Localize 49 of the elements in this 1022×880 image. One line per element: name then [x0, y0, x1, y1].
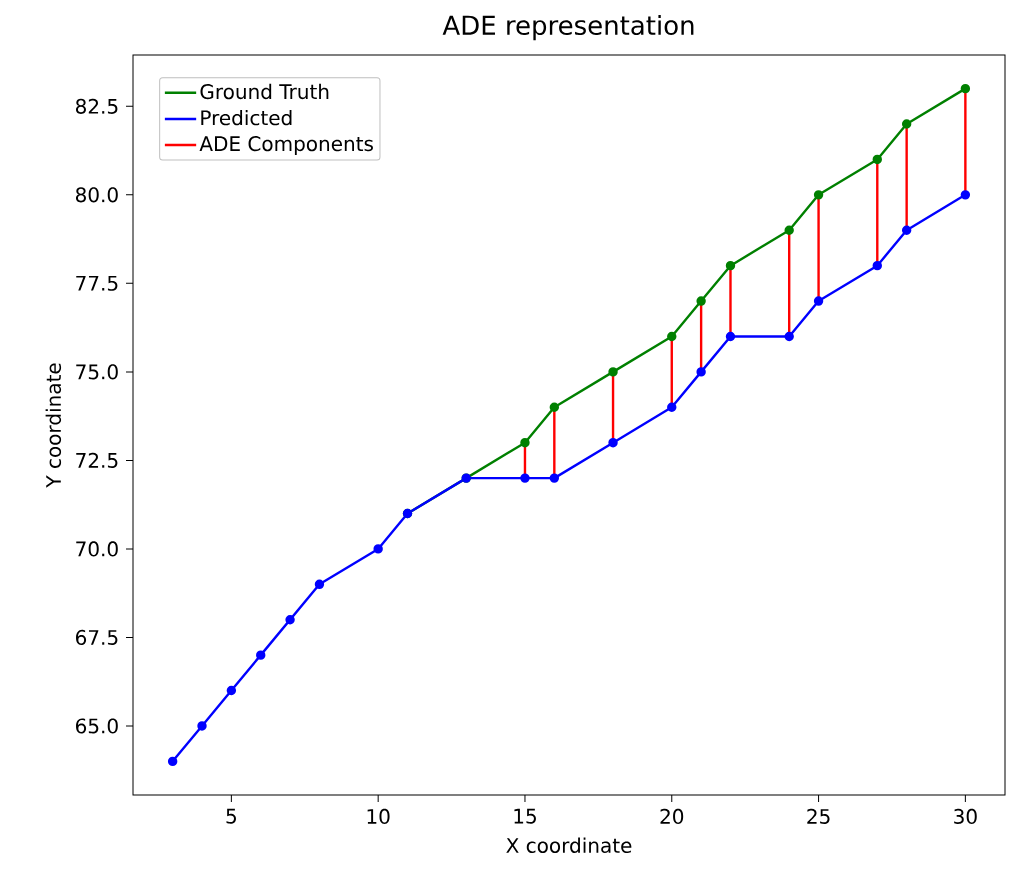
point: [256, 650, 266, 660]
x-tick-label: 30: [954, 808, 977, 824]
point: [960, 83, 971, 94]
y-tick-label: 75.0: [76, 364, 118, 380]
point: [901, 119, 912, 129]
point: [520, 473, 530, 483]
point: [520, 437, 530, 448]
legend-label: Ground Truth: [200, 83, 329, 100]
point: [872, 154, 882, 165]
y-tick-label: 82.5: [75, 98, 118, 114]
point: [667, 331, 677, 342]
y-tick-label: 65.0: [76, 718, 118, 734]
point: [373, 544, 383, 554]
point: [784, 225, 794, 235]
x-tick-label: 15: [514, 808, 536, 824]
point: [549, 473, 560, 483]
y-tick-label: 72.5: [76, 452, 118, 468]
x-axis-title: X coordinate: [506, 837, 632, 853]
point: [285, 615, 295, 625]
point: [197, 721, 207, 731]
legend-label: Predicted: [201, 109, 292, 126]
legend-label: ADE Components: [199, 136, 373, 156]
point: [549, 402, 560, 412]
y-tick-label: 70.0: [76, 541, 118, 557]
chart-title: ADE representation: [442, 14, 694, 41]
point: [167, 756, 178, 767]
y-tick-label: 77.5: [76, 275, 118, 291]
point: [872, 260, 882, 271]
point: [901, 225, 912, 235]
point: [696, 296, 706, 306]
x-tick-label: 25: [807, 808, 830, 824]
y-tick-label: 80.0: [75, 187, 118, 203]
point: [667, 402, 677, 412]
point: [725, 260, 736, 271]
x-tick-label: 5: [226, 808, 236, 824]
point: [608, 437, 618, 448]
point: [960, 190, 971, 200]
point: [608, 367, 618, 377]
x-tick-label: 10: [367, 808, 390, 824]
y-tick-label: 67.5: [76, 629, 118, 645]
point: [696, 367, 706, 377]
point: [813, 296, 824, 306]
point: [784, 331, 794, 342]
y-axis-title: Y coordinate: [45, 363, 62, 488]
point: [226, 685, 237, 696]
point: [725, 331, 736, 342]
point: [314, 579, 325, 590]
x-tick-label: 20: [660, 808, 684, 824]
point: [813, 190, 824, 200]
